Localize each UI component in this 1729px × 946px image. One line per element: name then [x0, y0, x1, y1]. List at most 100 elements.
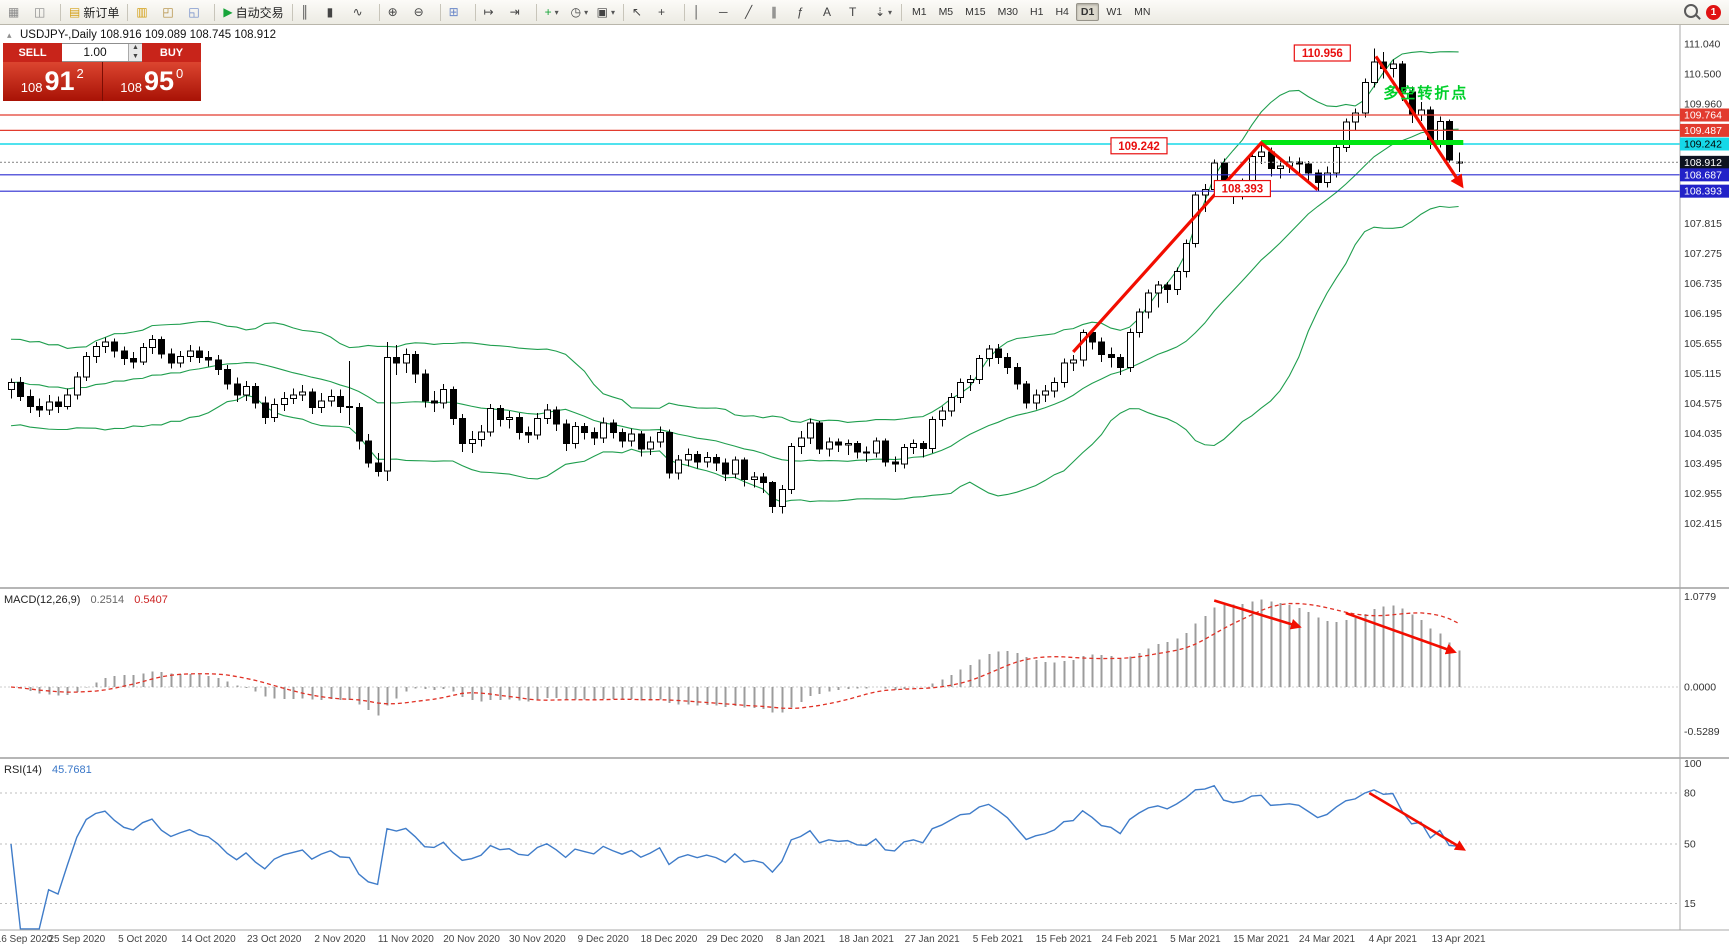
magnifier-glyph [1684, 3, 1698, 18]
text-icon[interactable]: A [819, 1, 845, 23]
search-icon[interactable] [1684, 3, 1698, 21]
price-axis-label: 111.040 [1684, 39, 1721, 51]
date-axis-label: 9 Dec 2020 [578, 934, 630, 945]
price-axis-label: 106.735 [1684, 278, 1722, 290]
date-axis-label: 20 Nov 2020 [443, 934, 500, 945]
trend-arrow[interactable] [1374, 55, 1464, 189]
channel-icon[interactable]: ∥ [767, 1, 793, 23]
market-watch-icon[interactable]: ▥ [132, 1, 158, 23]
chevron-down-icon: ▾ [554, 7, 559, 17]
terminal-icon[interactable]: ◱ [184, 1, 210, 23]
date-axis-label: 27 Jan 2021 [905, 934, 960, 945]
lot-decrease-button[interactable]: ▼ [129, 52, 142, 61]
trendline-icon[interactable]: ╱ [741, 1, 767, 23]
rsi-value: 45.7681 [52, 764, 92, 776]
date-axis-label: 24 Feb 2021 [1102, 934, 1159, 945]
notification-badge[interactable]: 1 [1706, 4, 1721, 20]
horizontal-line-icon[interactable]: ─ [715, 1, 741, 23]
date-axis-label: 30 Nov 2020 [509, 934, 566, 945]
lot-size-value[interactable]: 1.00 [83, 45, 107, 59]
channel-icon: ∥ [770, 5, 777, 19]
timeframe-D1[interactable]: D1 [1075, 3, 1100, 21]
vertical-line-icon[interactable]: │ [689, 1, 715, 23]
chart-canvas[interactable]: 110.956 109.242 108.393 多空转折点 111.040 110.500… [0, 25, 1729, 946]
toolbar-separator [378, 3, 380, 21]
macd-indicator-label: MACD(12,26,9) 0.2514 0.5407 [4, 594, 168, 606]
timeframe-H4[interactable]: H4 [1055, 6, 1069, 18]
resistance-line-2-tag [1680, 123, 1729, 137]
price-axis[interactable]: 111.040 110.500 109.960 107.815 107.275 106.7… [1680, 39, 1729, 910]
bid-price-line-tag-text: 108.912 [1684, 157, 1722, 169]
label-icon[interactable]: T [845, 1, 871, 23]
timeframe-MN[interactable]: MN [1134, 6, 1151, 18]
rsi-name: RSI(14) [4, 764, 42, 776]
lot-increase-button[interactable]: ▲ [129, 44, 142, 53]
timeframe-M30[interactable]: M30 [997, 6, 1019, 18]
price-axis-label: 104.035 [1684, 428, 1722, 440]
window-layout-icon[interactable]: ◫ [30, 1, 56, 23]
timeframe-M1[interactable]: M1 [911, 6, 927, 18]
price-annotation-box[interactable] [1110, 137, 1168, 155]
toolbar-separator [127, 3, 129, 21]
tile-windows-icon[interactable]: ⊞ [445, 1, 471, 23]
pivot-line-tag [1680, 137, 1729, 151]
cursor-icon[interactable]: ↖ [628, 1, 654, 23]
arrows-icon[interactable]: ⇣ ▾ [871, 1, 897, 23]
trend-arrow[interactable] [1345, 611, 1457, 655]
new-chart-icon[interactable]: ▦ [4, 1, 30, 23]
terminal-icon: ◱ [188, 5, 200, 19]
new-order-button[interactable]: ▤ 新订单 [65, 1, 123, 23]
line-chart-icon[interactable]: ∿ [349, 1, 375, 23]
lot-stepper: ▲ ▼ [128, 44, 142, 61]
line-chart-icon: ∿ [352, 5, 363, 19]
bar-chart-icon[interactable]: ║ [297, 1, 323, 23]
chart-background [0, 25, 1729, 946]
candlestick-chart-icon[interactable]: ▮ [323, 1, 349, 23]
timeframe-M5[interactable]: M5 [938, 6, 954, 18]
crosshair-icon[interactable]: + [654, 1, 680, 23]
price-axis-label: 109.960 [1684, 99, 1722, 111]
label-icon: T [848, 5, 857, 19]
collapse-one-click-arrow[interactable]: ▴ [7, 30, 12, 40]
date-axis-label: 5 Oct 2020 [118, 934, 167, 945]
macd-axis-label: 1.0779 [1684, 591, 1716, 603]
zoom-out-icon[interactable]: ⊖ [410, 1, 436, 23]
note-text[interactable]: 多空转折点 [1383, 84, 1468, 102]
buy-label: BUY [142, 43, 201, 62]
navigator-icon[interactable]: ◰ [158, 1, 184, 23]
price-axis-label: 102.415 [1684, 518, 1722, 530]
template-dropdown-icon: ▣ [596, 5, 608, 19]
trend-arrow[interactable] [1072, 140, 1319, 353]
price-annotation-box[interactable] [1213, 179, 1272, 198]
sell-button[interactable]: 108 91 2 [3, 62, 103, 101]
add-indicator-icon[interactable]: + ▾ [541, 1, 567, 23]
lot-size-field[interactable]: 1.00 ▲ ▼ [62, 43, 142, 62]
period-dropdown-icon[interactable]: ◷ ▾ [567, 1, 593, 23]
buy-button[interactable]: 108 95 0 [102, 62, 201, 101]
new-order-button: ▤ [69, 5, 81, 19]
trend-arrow[interactable] [1368, 791, 1466, 851]
buy-price-sup: 0 [176, 66, 184, 81]
rsi-indicator-label: RSI(14) 45.7681 [4, 764, 92, 776]
chevron-down-icon: ▾ [584, 7, 589, 17]
autoscroll-icon: ↦ [483, 5, 494, 19]
template-dropdown-icon[interactable]: ▣ ▾ [593, 1, 619, 23]
chevron-down-icon: ▾ [888, 7, 893, 17]
chevron-down-icon: ▾ [610, 7, 615, 17]
fibonacci-icon[interactable]: ƒ [793, 1, 819, 23]
price-axis-label: 110.500 [1684, 69, 1721, 81]
autotrading-button[interactable]: ▶ 自动交易 [219, 1, 287, 23]
price-axis-label: 105.655 [1684, 338, 1722, 350]
autoscroll-icon[interactable]: ↦ [480, 1, 506, 23]
timeframe-W1[interactable]: W1 [1106, 6, 1123, 18]
chart-shift-icon[interactable]: ⇥ [506, 1, 532, 23]
price-axis-label: 106.195 [1684, 308, 1722, 320]
timeframe-M15[interactable]: M15 [965, 6, 986, 18]
date-axis-label: 2 Nov 2020 [314, 934, 366, 945]
trend-arrow[interactable] [1213, 599, 1302, 630]
crosshair-icon: + [657, 5, 665, 19]
price-annotation-box[interactable] [1293, 44, 1351, 62]
zoom-in-icon[interactable]: ⊕ [384, 1, 410, 23]
timeframe-H1[interactable]: H1 [1030, 6, 1044, 18]
